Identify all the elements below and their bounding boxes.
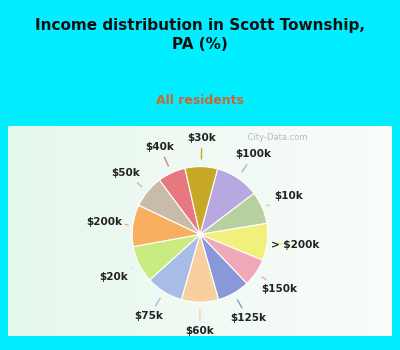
Text: $125k: $125k [230, 300, 266, 323]
Wedge shape [200, 169, 254, 234]
Wedge shape [200, 234, 263, 284]
Text: All residents: All residents [156, 94, 244, 107]
Wedge shape [160, 168, 200, 234]
Wedge shape [181, 234, 218, 302]
Text: $10k: $10k [267, 191, 303, 206]
Text: $30k: $30k [188, 133, 216, 159]
Text: $100k: $100k [236, 149, 272, 172]
Wedge shape [200, 223, 268, 260]
Text: Income distribution in Scott Township,
PA (%): Income distribution in Scott Township, P… [35, 19, 365, 52]
Text: > $200k: > $200k [272, 240, 320, 250]
Wedge shape [200, 194, 267, 234]
Wedge shape [150, 234, 200, 300]
Wedge shape [132, 205, 200, 247]
Wedge shape [200, 234, 247, 300]
Text: $150k: $150k [262, 277, 298, 294]
Text: $40k: $40k [145, 142, 174, 166]
Text: $50k: $50k [111, 168, 142, 187]
Text: City-Data.com: City-Data.com [245, 133, 307, 142]
Wedge shape [139, 180, 200, 234]
Wedge shape [185, 167, 218, 234]
Text: $75k: $75k [135, 298, 164, 321]
Text: $20k: $20k [99, 268, 132, 282]
Wedge shape [133, 234, 200, 280]
Text: $200k: $200k [86, 217, 128, 227]
Text: $60k: $60k [186, 310, 214, 336]
